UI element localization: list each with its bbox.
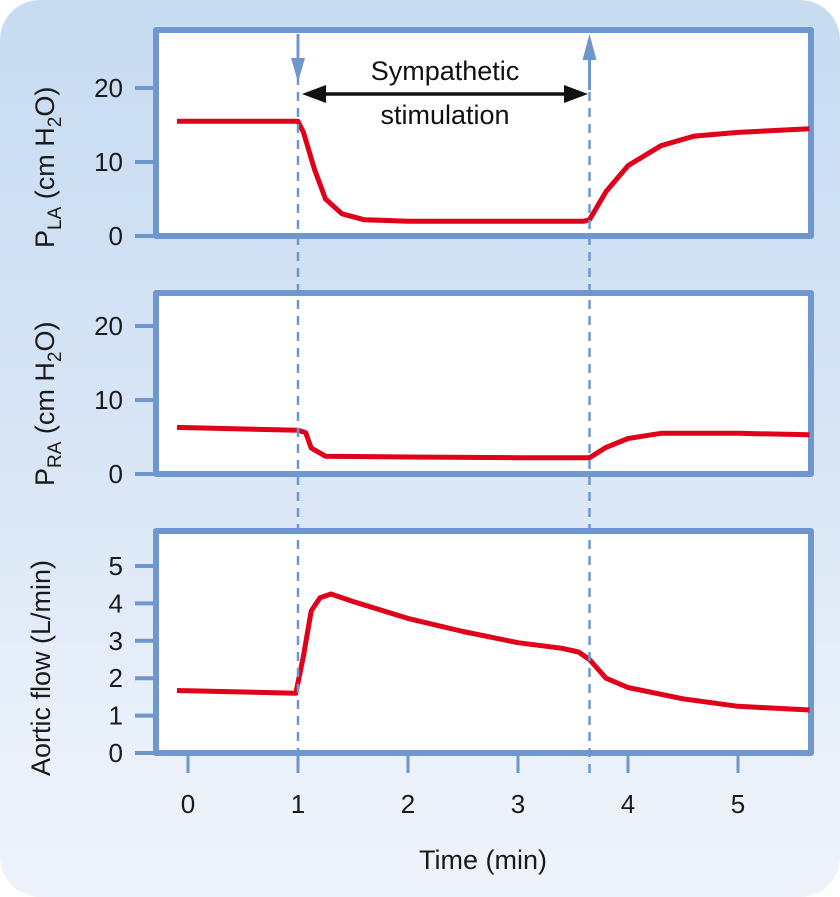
arrow-head-left-icon xyxy=(302,85,326,103)
y-tick-label: 20 xyxy=(94,311,123,341)
y-tick-label: 10 xyxy=(94,147,123,177)
ylabel-pla-main: P xyxy=(30,230,60,248)
panel-frame-pra xyxy=(153,290,814,477)
stimulation-markers xyxy=(291,34,597,778)
ylabel-pla-unit-sub: 2 xyxy=(45,117,66,128)
panel-frames xyxy=(153,27,814,756)
annotation-line-1: Sympathetic xyxy=(371,56,520,86)
x-tick-label: 4 xyxy=(621,789,635,819)
y-tick-label: 2 xyxy=(109,663,123,693)
xlabel: Time (min) xyxy=(419,845,547,875)
arrow-up-icon xyxy=(582,34,597,60)
ylabel-pla-unit-a: (cm H xyxy=(30,127,60,206)
stimulation-annotation: Sympathetic stimulation xyxy=(302,56,588,130)
y-tick-label: 0 xyxy=(109,738,123,768)
data-traces xyxy=(176,118,810,713)
x-tick-label: 2 xyxy=(401,789,415,819)
y-tick-label: 1 xyxy=(109,701,123,731)
ylabel-pra-sub: RA xyxy=(45,441,66,468)
svg-text:PLA (cm H2O): PLA (cm H2O) xyxy=(30,87,66,248)
trace-pra xyxy=(176,424,810,461)
trace-pla xyxy=(177,118,810,224)
ylabel-pla: PLA (cm H2O) xyxy=(30,87,66,248)
x-tick-label: 5 xyxy=(731,789,745,819)
axes: 0 10 20 0 10 20 0 1 2 3 4 5 0 1 2 3 4 5 xyxy=(94,73,745,819)
ylabel-pra: PRA (cm H2O) xyxy=(30,322,66,486)
ylabel-pra-unit-a: (cm H xyxy=(30,362,60,441)
panel-frame-aortic xyxy=(153,528,814,756)
ylabel-pra-unit-b: O) xyxy=(30,322,60,352)
ylabel-pra-main: P xyxy=(30,468,60,486)
annotation-line-2: stimulation xyxy=(380,100,509,130)
svg-text:PRA (cm H2O): PRA (cm H2O) xyxy=(30,322,66,486)
ylabel-pra-unit-sub: 2 xyxy=(45,352,66,363)
ylabel-pla-unit-b: O) xyxy=(30,87,60,117)
ylabel-aortic: Aortic flow (L/min) xyxy=(26,560,56,776)
x-tick-label: 0 xyxy=(181,789,195,819)
arrow-down-icon xyxy=(291,58,305,82)
ylabel-aortic-text: Aortic flow (L/min) xyxy=(26,560,56,776)
y-tick-label: 0 xyxy=(109,221,123,251)
ylabel-pla-sub: LA xyxy=(45,206,66,230)
x-tick-label: 1 xyxy=(291,789,305,819)
y-tick-label: 3 xyxy=(109,626,123,656)
y-tick-label: 20 xyxy=(94,73,123,103)
trace-aortic xyxy=(176,591,810,713)
y-tick-label: 4 xyxy=(109,588,123,618)
x-tick-label: 3 xyxy=(511,789,525,819)
y-tick-label: 10 xyxy=(94,385,123,415)
y-tick-label: 5 xyxy=(109,551,123,581)
arrow-head-right-icon xyxy=(564,85,588,103)
y-tick-label: 0 xyxy=(109,459,123,489)
